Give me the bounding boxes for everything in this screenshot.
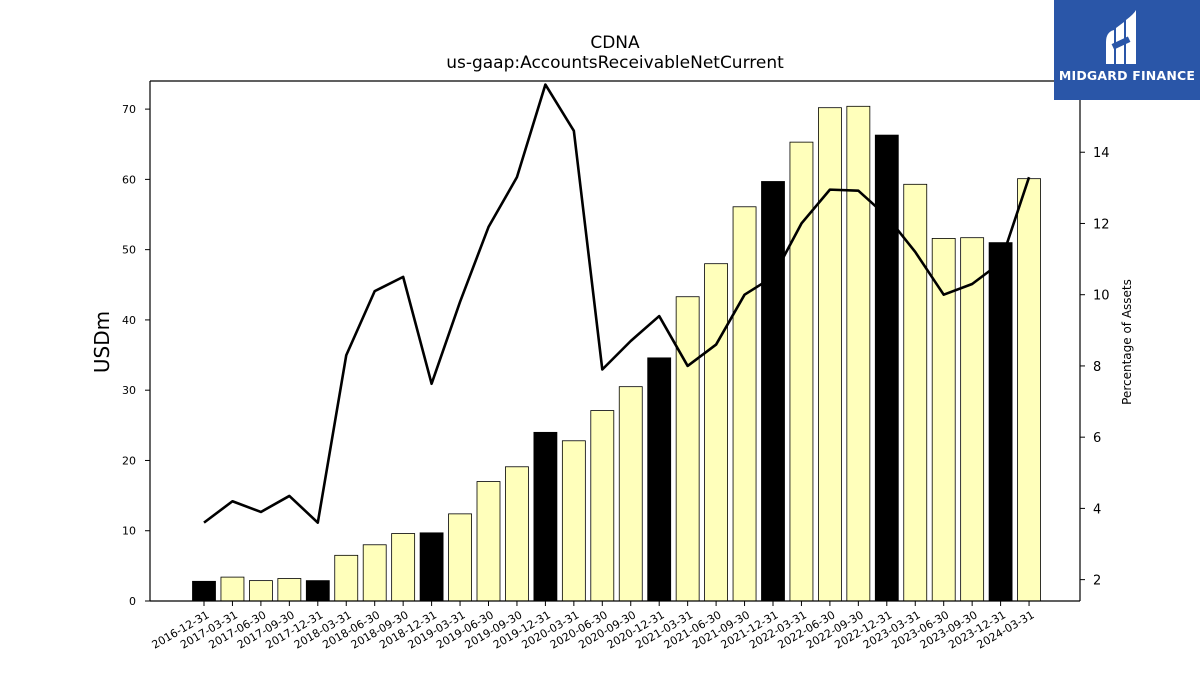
bar-2017-06-30 [248, 580, 273, 602]
logo-text: MIDGARD FINANCE [1058, 68, 1196, 83]
y-tick-label: 60 [122, 173, 136, 186]
bar-2021-03-31 [675, 296, 700, 602]
y-tick-label: 40 [122, 314, 136, 327]
bar-2018-06-30 [362, 544, 387, 602]
axes [149, 80, 1081, 602]
bar-2022-06-30 [818, 107, 842, 602]
bar-2023-03-31 [903, 183, 928, 602]
y2-tick-labels: 246810121416 [1080, 75, 1110, 589]
bar-2021-06-30 [704, 263, 728, 602]
x-tick-labels: 2016-12-312017-03-312017-06-302017-09-30… [150, 601, 1037, 652]
y-tick-label: 70 [122, 103, 136, 116]
bar-2017-03-31 [220, 576, 245, 602]
logo-mark-icon [1106, 10, 1136, 64]
bar-2019-12-31 [533, 431, 558, 602]
y2-tick-label: 12 [1093, 217, 1110, 232]
bar-2020-03-31 [561, 440, 586, 602]
brand-logo: MIDGARD FINANCE [1054, 0, 1200, 100]
y-axis-label: USDm [90, 311, 114, 373]
bar-2021-09-30 [732, 206, 757, 602]
chart-title: CDNA [590, 33, 640, 53]
bar-2021-12-31 [761, 181, 785, 602]
bar-2022-09-30 [846, 105, 871, 602]
bar-2020-06-30 [590, 410, 615, 602]
y2-tick-label: 8 [1093, 360, 1101, 375]
chart-subtitle: us-gaap:AccountsReceivableNetCurrent [446, 53, 784, 73]
y2-tick-label: 14 [1093, 146, 1110, 161]
bar-2024-03-31 [1017, 178, 1041, 602]
bar-2017-12-31 [305, 580, 330, 602]
bar-2019-03-31 [448, 513, 472, 602]
y-tick-labels: 0 10 20 30 40 50 60 70 [122, 103, 150, 608]
y-tick-label: 0 [129, 595, 136, 608]
y2-axis-label: Percentage of Assets [1120, 279, 1134, 405]
y-tick-label: 10 [122, 525, 136, 538]
percentage-line [203, 83, 1031, 524]
y-tick-label: 50 [122, 244, 136, 257]
bar-2016-12-31 [192, 580, 216, 602]
bar-2019-09-30 [505, 466, 529, 602]
y-tick-label: 20 [122, 454, 136, 467]
bar-2018-03-31 [334, 554, 359, 602]
y2-tick-label: 6 [1093, 431, 1101, 446]
bar-2020-09-30 [618, 386, 643, 602]
bar-2022-12-31 [874, 134, 899, 602]
y2-tick-label: 4 [1093, 502, 1101, 517]
bar-2022-03-31 [789, 141, 814, 602]
y2-tick-label: 2 [1093, 574, 1101, 589]
line-series [203, 83, 1031, 524]
bar-2023-12-31 [988, 242, 1013, 602]
bar-2018-12-31 [419, 532, 444, 602]
y2-tick-label: 10 [1093, 289, 1110, 304]
bar-2017-09-30 [277, 578, 302, 602]
bar-2020-12-31 [647, 357, 672, 602]
bar-2023-09-30 [960, 237, 985, 602]
bar-2018-09-30 [391, 533, 416, 602]
bar-series [192, 105, 1041, 602]
bar-2019-06-30 [476, 481, 501, 602]
y-tick-label: 30 [122, 384, 136, 397]
